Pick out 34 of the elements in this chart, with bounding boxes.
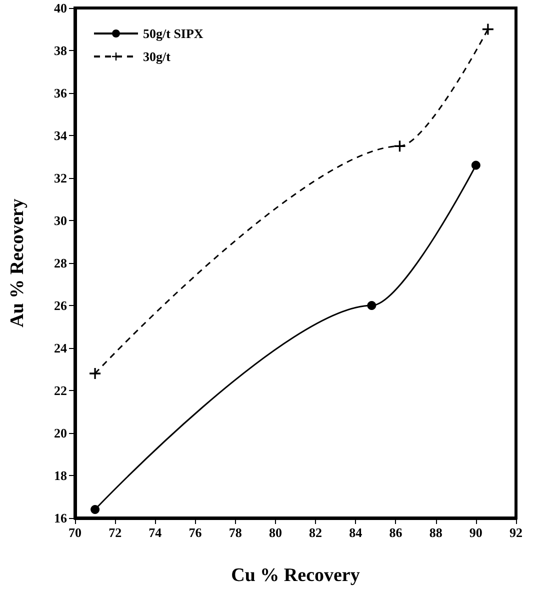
y-tick-label: 30 xyxy=(54,213,67,228)
y-tick-label: 32 xyxy=(54,170,67,186)
y-tick-label: 20 xyxy=(54,426,67,440)
x-axis-title: Cu % Recovery xyxy=(231,565,360,586)
y-tick-label: 38 xyxy=(54,43,68,58)
point xyxy=(471,160,480,170)
y-tick-label: 24 xyxy=(54,340,68,356)
y-axis-title: Au % Recovery xyxy=(7,198,28,328)
legend-label: 50g/t SIPX xyxy=(143,26,204,41)
legend-label: 30g/t xyxy=(143,49,172,64)
x-tick-label: 72 xyxy=(108,525,122,540)
x-tick-label: 86 xyxy=(389,525,403,540)
point xyxy=(367,301,376,310)
y-tick-label: 34 xyxy=(54,128,68,143)
x-tick-label: 76 xyxy=(188,525,202,540)
x-tick-label: 84 xyxy=(349,525,363,540)
y-tick-label: 26 xyxy=(54,298,68,313)
point xyxy=(90,368,101,379)
y-tick-label: 16 xyxy=(54,510,68,526)
point xyxy=(482,24,494,35)
y-tick-label: 18 xyxy=(54,468,68,483)
y-tick-label: 28 xyxy=(54,256,68,270)
point xyxy=(90,505,100,514)
x-tick-label: 80 xyxy=(268,525,282,540)
x-tick-label: 74 xyxy=(148,525,162,540)
x-tick-label: 70 xyxy=(68,525,82,540)
y-tick-label: 40 xyxy=(54,0,67,16)
y-tick-label: 36 xyxy=(54,86,68,100)
x-tick-label: 92 xyxy=(510,525,522,540)
x-tick-label: 78 xyxy=(228,525,242,540)
x-tick-label: 88 xyxy=(429,525,443,540)
y-tick-label: 22 xyxy=(54,383,67,398)
x-tick-label: 82 xyxy=(309,525,322,540)
x-tick-label: 90 xyxy=(469,525,482,540)
